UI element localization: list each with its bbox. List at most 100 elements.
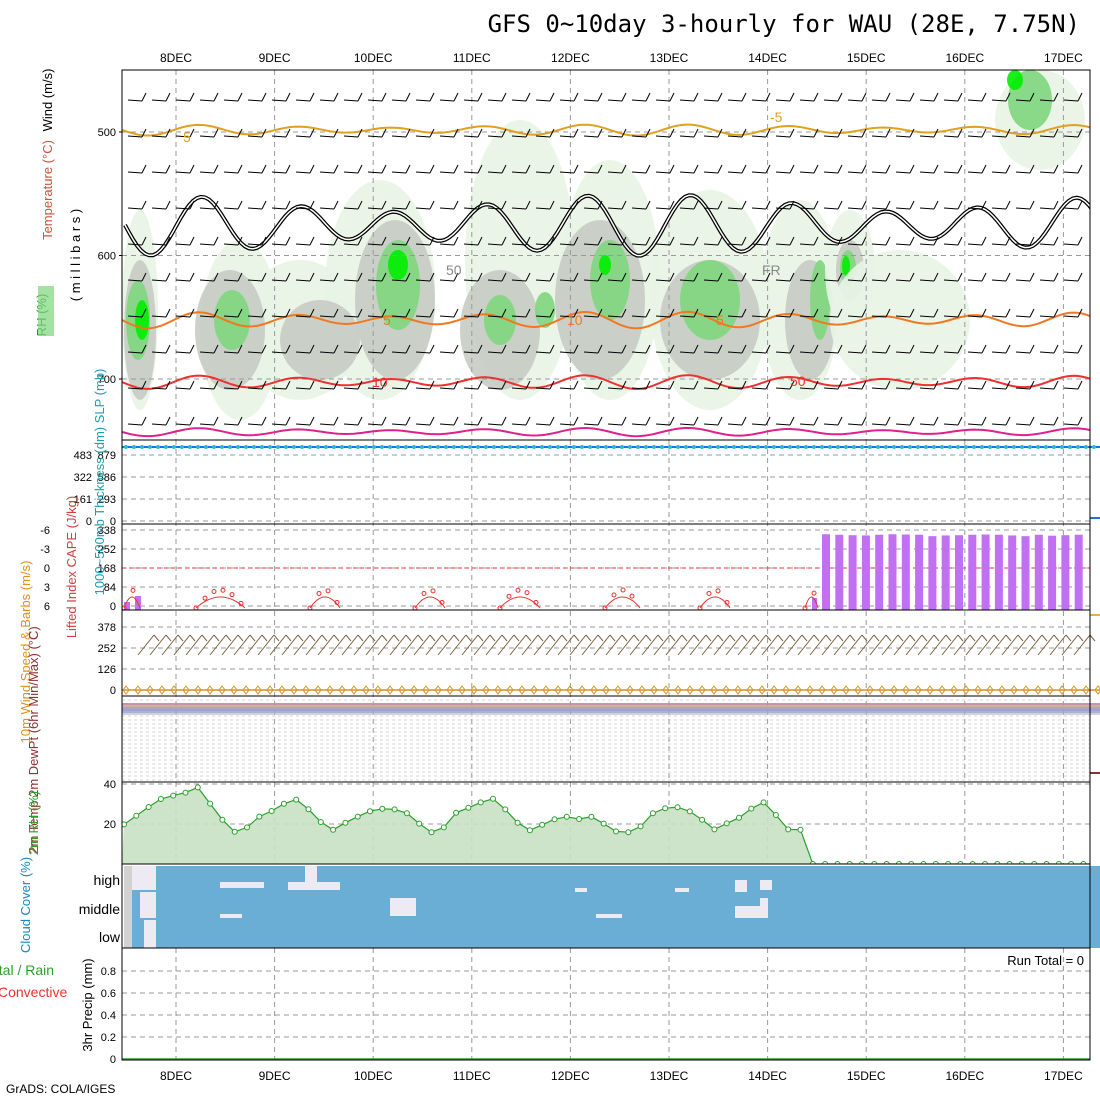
wind-barb-flag xyxy=(225,634,232,642)
barb-shaft xyxy=(511,423,527,426)
barb-flag xyxy=(597,236,603,246)
upper-wind-barb xyxy=(343,128,363,138)
barb-shaft xyxy=(1015,99,1031,102)
wind-speed-marker xyxy=(590,685,598,695)
wind-speed-marker xyxy=(806,685,814,695)
barb-shaft xyxy=(991,171,1007,174)
barb-flag xyxy=(525,200,531,210)
barb-flag xyxy=(213,272,219,282)
upper-wind-barb xyxy=(799,236,819,246)
wind-barb-flag xyxy=(309,634,316,642)
precip-ytick: 0 xyxy=(110,1054,116,1066)
barb-shaft xyxy=(223,135,239,138)
barb-shaft xyxy=(823,99,839,102)
barb-flag xyxy=(717,128,723,138)
upper-wind-barb xyxy=(919,308,939,318)
slp-ytick: 586 xyxy=(98,472,116,484)
upper-wind-barb xyxy=(391,236,411,246)
barb-shaft xyxy=(223,99,239,102)
barb-shaft xyxy=(535,423,551,426)
barb-shaft xyxy=(727,207,743,210)
thickness-ytick: 161 xyxy=(74,494,92,506)
barb-flag xyxy=(933,128,939,138)
upper-wind-barb xyxy=(151,164,171,174)
wind-barb-flag xyxy=(849,634,856,642)
barb-shaft xyxy=(511,171,527,174)
upper-wind-barb xyxy=(559,128,579,138)
barb-shaft xyxy=(487,207,503,210)
barb-flag xyxy=(429,416,435,426)
upper-wind-barb xyxy=(247,272,267,282)
barb-shaft xyxy=(775,135,791,138)
rh2m-marker xyxy=(1080,861,1087,864)
slp-marker xyxy=(572,445,576,449)
barb-shaft xyxy=(871,315,887,318)
upper-wind-barb xyxy=(1063,344,1083,354)
wind-speed-marker xyxy=(410,685,418,695)
date-label-top: 8DEC xyxy=(160,51,192,65)
wind-barb xyxy=(665,634,683,656)
slp-marker xyxy=(396,445,400,449)
contour-label: 50 xyxy=(446,262,462,278)
wind-speed-marker xyxy=(134,685,142,695)
barb-flag xyxy=(885,380,891,390)
cloud-gap xyxy=(144,920,156,948)
upper-wind-barb xyxy=(463,344,483,354)
barb-flag xyxy=(237,344,243,354)
cape-bar xyxy=(1048,535,1057,610)
barb-shaft xyxy=(295,351,311,354)
cape-bar xyxy=(968,534,977,610)
wind-barb-flag xyxy=(897,634,904,642)
cape-bar xyxy=(941,535,950,610)
barb-flag xyxy=(213,380,219,390)
slp-marker xyxy=(660,445,664,449)
slp-marker xyxy=(1084,445,1088,449)
cape-bar xyxy=(928,536,937,610)
wind-speed-marker xyxy=(218,685,226,695)
upper-wind-barb xyxy=(223,128,243,138)
barb-shaft xyxy=(943,135,959,138)
wind-barb xyxy=(1013,634,1031,656)
upper-wind-barb xyxy=(439,344,459,354)
barb-flag xyxy=(237,200,243,210)
barb-shaft xyxy=(463,351,479,354)
upper-wind-barb xyxy=(967,164,987,174)
wind-speed-marker xyxy=(278,685,286,695)
barb-shaft xyxy=(199,243,215,246)
wind-speed-marker xyxy=(170,685,178,695)
barb-shaft xyxy=(295,99,311,102)
wind-barb xyxy=(533,634,551,656)
barb-shaft xyxy=(127,387,143,390)
barb-shaft xyxy=(439,351,455,354)
wind-speed-marker xyxy=(362,685,370,695)
barb-shaft xyxy=(847,387,863,390)
slp-marker xyxy=(228,445,232,449)
upper-wind-barb xyxy=(295,344,315,354)
barb-flag xyxy=(357,92,363,102)
barb-flag xyxy=(405,200,411,210)
upper-wind-barb xyxy=(679,164,699,174)
date-label-bottom: 11DEC xyxy=(453,1069,491,1083)
upper-wind-barb xyxy=(631,272,651,282)
cloud-gap xyxy=(760,880,772,890)
barb-flag xyxy=(1029,344,1035,354)
barb-shaft xyxy=(1015,135,1031,138)
upper-wind-barb xyxy=(871,236,891,246)
upper-wind-barb xyxy=(775,380,795,390)
barb-shaft xyxy=(319,279,335,282)
barb-flag xyxy=(645,344,651,354)
barb-flag xyxy=(885,128,891,138)
upper-wind-barb xyxy=(727,308,747,318)
upper-wind-barb xyxy=(535,380,555,390)
barb-flag xyxy=(261,344,267,354)
wind-barb xyxy=(869,634,887,656)
cape-bar xyxy=(124,602,130,610)
upper-wind-barb xyxy=(367,128,387,138)
slp-marker xyxy=(276,445,280,449)
upper-wind-barb xyxy=(847,308,867,318)
rh2m-marker xyxy=(760,799,767,806)
barb-shaft xyxy=(943,315,959,318)
wind-barb xyxy=(185,634,203,656)
barb-shaft xyxy=(799,387,815,390)
barb-flag xyxy=(933,416,939,426)
